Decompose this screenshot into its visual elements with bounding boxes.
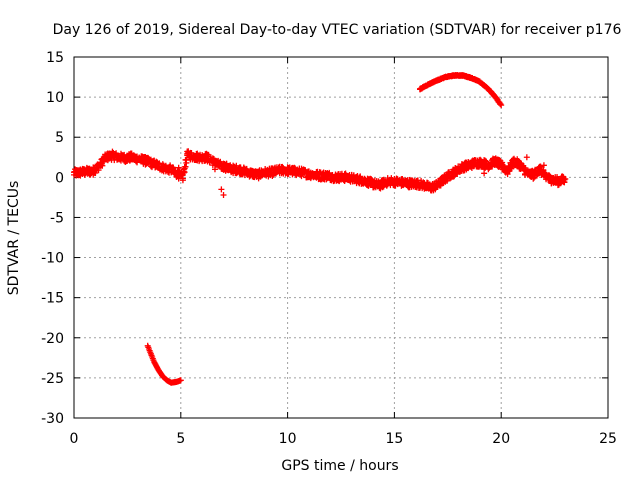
x-axis-label: GPS time / hours <box>281 458 398 474</box>
chart-title: Day 126 of 2019, Sidereal Day-to-day VTE… <box>53 22 622 38</box>
data-point-main <box>298 173 305 180</box>
y-tick-label: -25 <box>41 371 64 387</box>
y-tick-label: 10 <box>46 90 64 106</box>
x-tick-label: 20 <box>492 431 510 447</box>
data-point-main <box>95 167 102 174</box>
x-tick-label: 10 <box>279 431 297 447</box>
data-point-main <box>357 173 364 180</box>
data-point-main <box>379 184 386 191</box>
plot-frame <box>73 56 609 419</box>
y-tick-label: 15 <box>46 50 64 66</box>
x-tick-label: 5 <box>176 431 185 447</box>
x-tick-label: 0 <box>70 431 79 447</box>
data-point-main <box>182 163 189 170</box>
data-point-main <box>324 175 331 182</box>
grid-layer <box>74 57 608 418</box>
data-point-spike <box>523 154 530 161</box>
y-tick-label: -5 <box>50 210 64 226</box>
data-point-spike <box>218 186 225 193</box>
data-point-main <box>269 172 276 179</box>
data-point-main <box>530 175 537 182</box>
data-point-main <box>537 163 544 170</box>
x-tick-label: 25 <box>599 431 617 447</box>
data-point-main <box>183 159 190 166</box>
y-tick-label: -30 <box>41 411 64 427</box>
data-point-spike <box>481 170 488 177</box>
data-point-spike <box>220 191 227 198</box>
y-tick-label: -15 <box>41 291 64 307</box>
data-point-main <box>181 169 188 176</box>
tick-layer: 0 5 10 15 20 25 -30 -25 -20 -15 -10 -5 0 5 10 15 <box>41 50 617 447</box>
x-tick-label: 15 <box>385 431 403 447</box>
data-point-main <box>205 151 212 158</box>
y-tick-label: 5 <box>55 130 64 146</box>
data-point-main <box>561 178 568 185</box>
data-point-main <box>380 183 387 190</box>
data-point-high-arc <box>497 100 504 107</box>
data-point-main <box>179 175 186 182</box>
data-point-spike <box>211 166 218 173</box>
data-marks <box>71 72 569 386</box>
data-point-spike <box>540 162 547 169</box>
y-tick-label: -10 <box>41 251 64 267</box>
data-point-high-arc <box>498 102 505 109</box>
data-point-main <box>99 162 106 169</box>
y-tick-label: -20 <box>41 331 64 347</box>
data-point-low-arc <box>177 377 184 384</box>
y-tick-label: 0 <box>55 170 64 186</box>
data-point-main <box>109 148 116 155</box>
data-point-spike <box>175 164 182 171</box>
data-point-main <box>562 175 569 182</box>
data-point-main <box>326 169 333 176</box>
y-axis-label: SDTVAR / TECUs <box>6 181 22 296</box>
data-point-main <box>499 159 506 166</box>
